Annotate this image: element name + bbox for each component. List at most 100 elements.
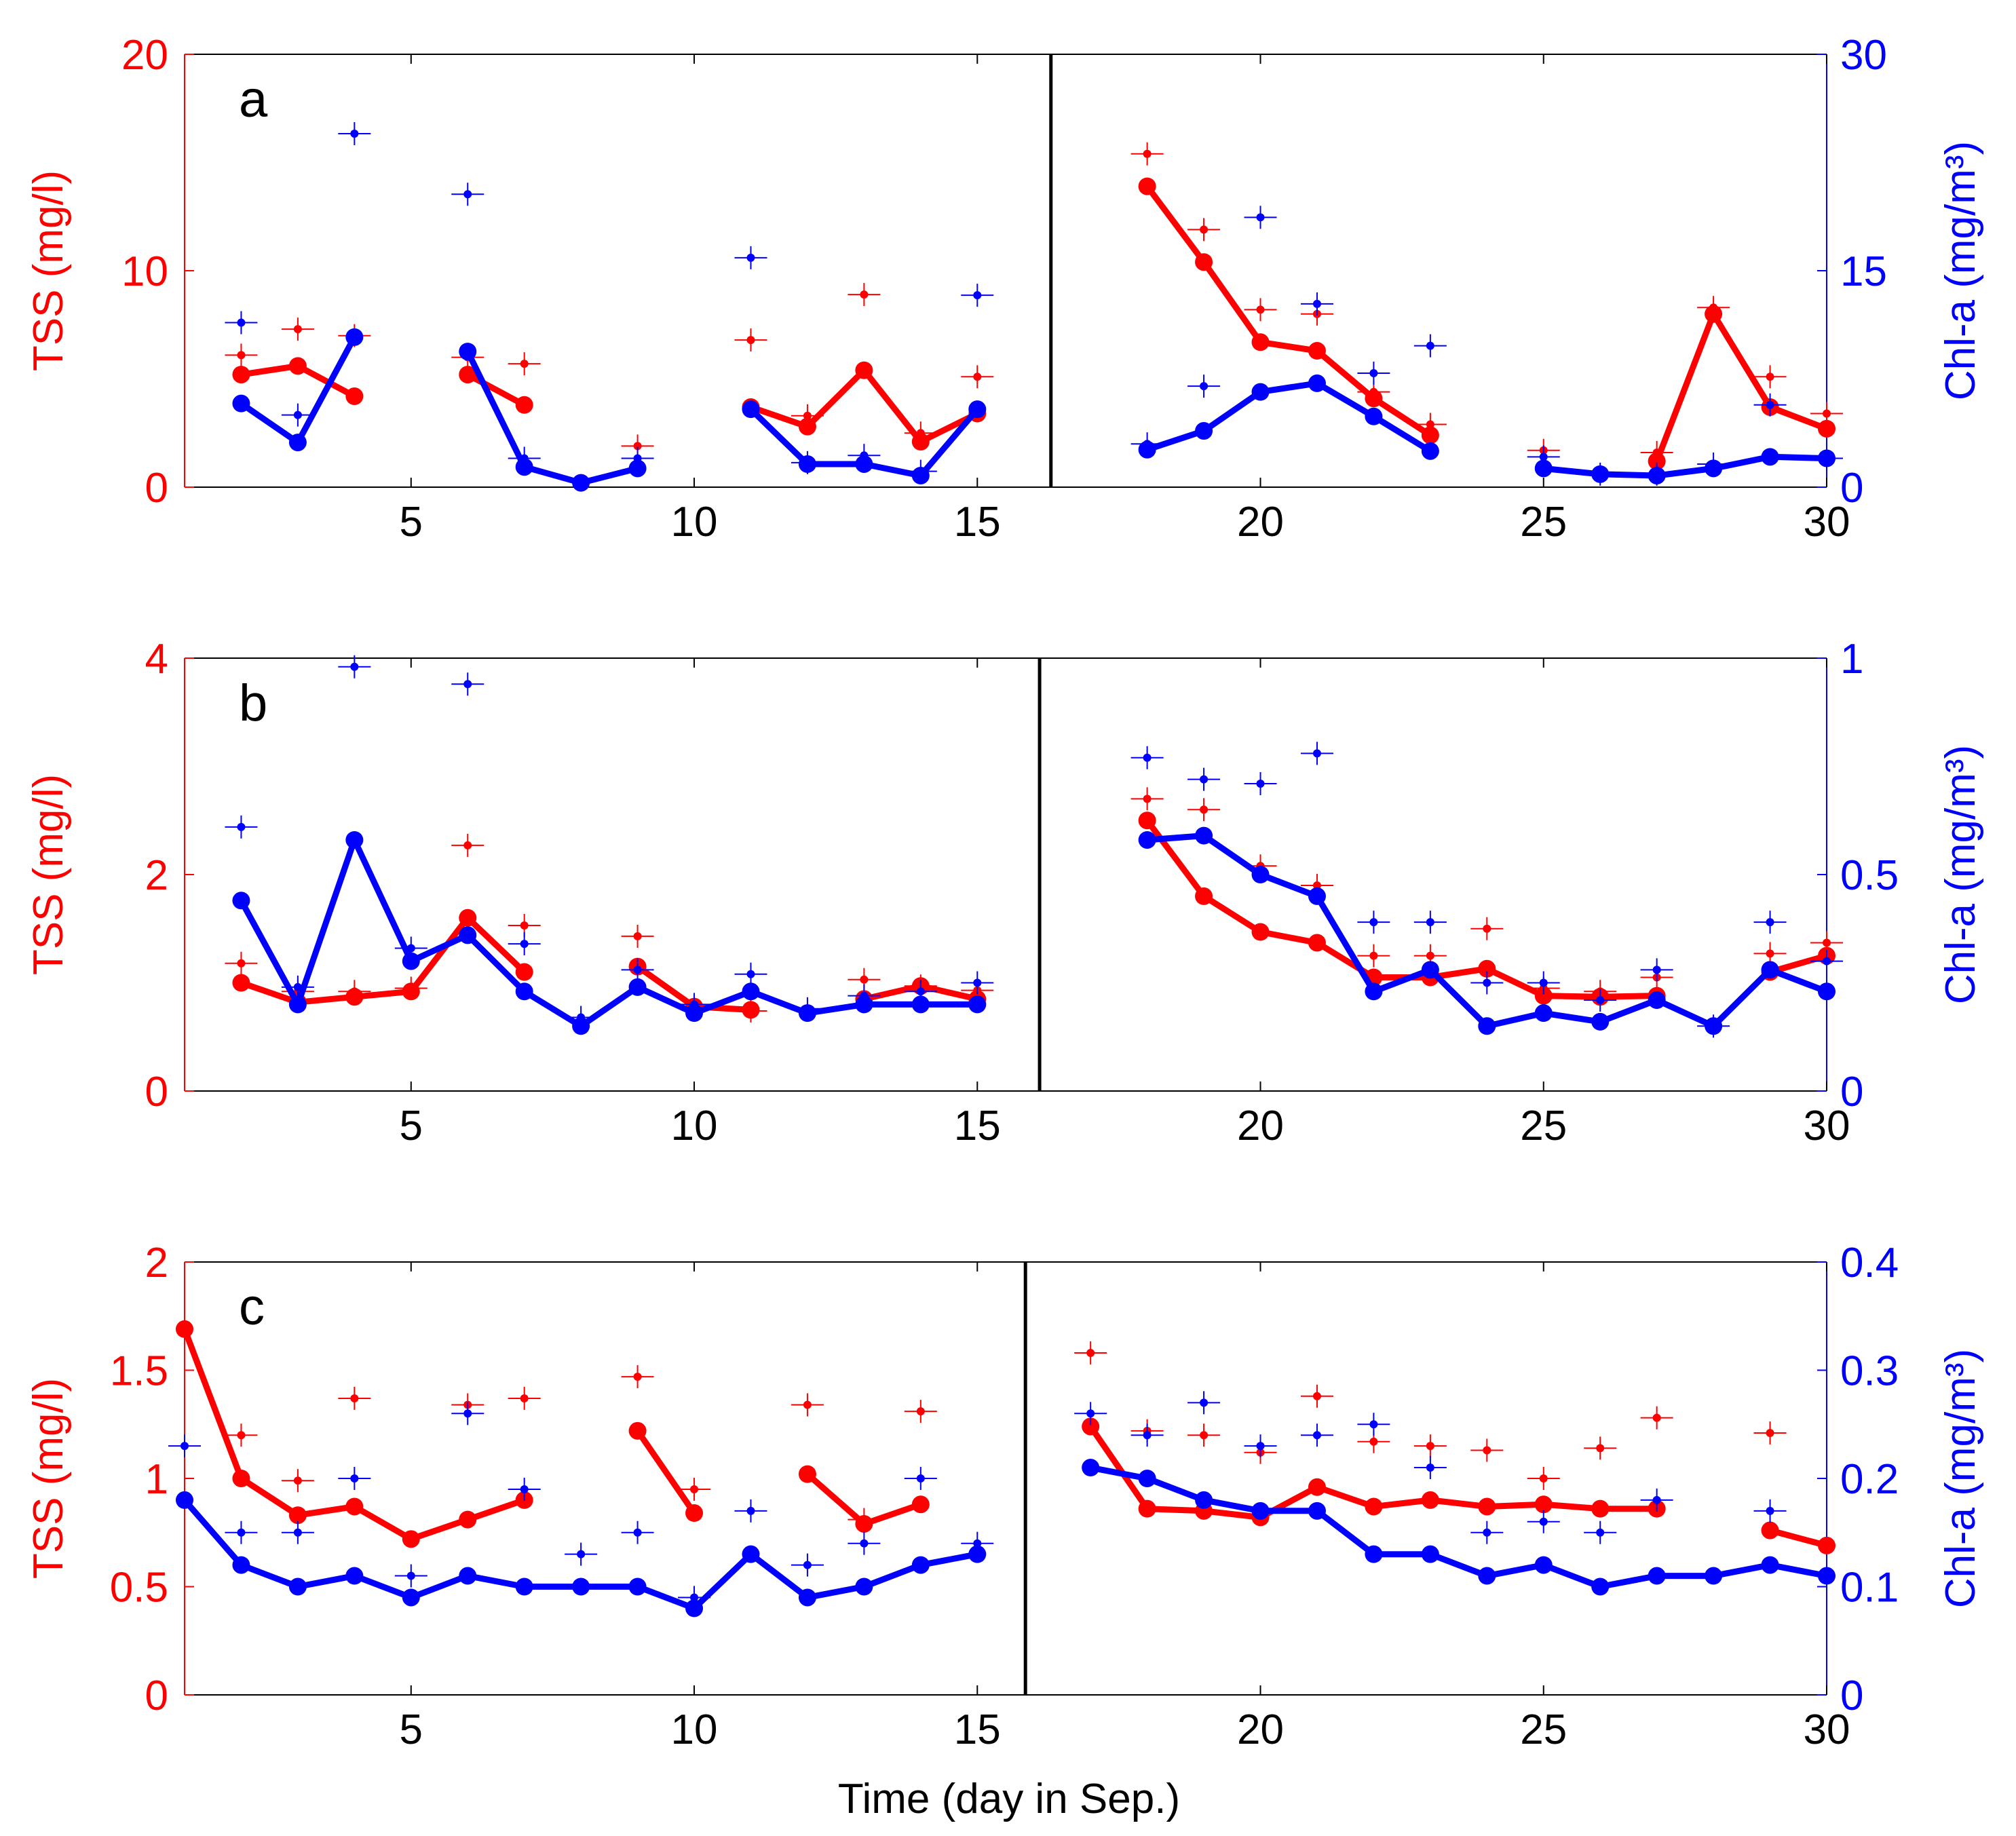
left-y-tick-label: 20 xyxy=(121,32,168,79)
chl-a-observed-marker xyxy=(1810,446,1843,470)
tss-model-point xyxy=(1421,1491,1439,1509)
tss-observed-marker xyxy=(1753,365,1787,389)
chl-a-observed-marker-dot xyxy=(803,1561,812,1569)
tss-model-point xyxy=(1082,1417,1100,1436)
chl-a-observed-marker xyxy=(168,1434,201,1458)
chl-a-model-point xyxy=(459,926,477,944)
chl-a-model-point xyxy=(459,1567,477,1585)
chl-a-observed-marker-dot xyxy=(1143,753,1152,762)
chl-a-observed-marker-dot xyxy=(1256,780,1265,788)
chl-a-observed-marker xyxy=(791,1553,824,1577)
tss-observed-marker-dot xyxy=(520,360,529,368)
chl-a-observed-marker-dot xyxy=(1539,453,1548,461)
tss-model-point xyxy=(628,1421,647,1440)
chl-a-observed-marker xyxy=(1300,742,1333,765)
chl-a-model-point xyxy=(1308,1502,1326,1520)
left-y-tick-label: 2 xyxy=(145,1240,168,1286)
right-y-tick-label: 0.3 xyxy=(1840,1348,1899,1395)
chl-a-observed-marker-dot xyxy=(1200,775,1209,784)
chl-a-model-point xyxy=(1534,1556,1553,1574)
left-y-tick-label: 2 xyxy=(145,852,168,899)
tss-observed-marker-dot xyxy=(1426,420,1434,429)
tss-observed-marker xyxy=(1130,142,1164,166)
tss-observed-marker xyxy=(621,924,654,948)
chl-a-observed-marker xyxy=(1187,767,1221,791)
x-tick-label: 20 xyxy=(1237,499,1284,546)
tss-model-point xyxy=(402,1530,420,1548)
chl-a-observed-marker xyxy=(565,1542,598,1566)
chl-a-model-point xyxy=(1421,1545,1439,1563)
chl-a-observed-marker xyxy=(1753,393,1787,417)
chl-a-observed-marker xyxy=(621,1521,654,1544)
chl-a-observed-marker-dot xyxy=(406,944,415,953)
chl-a-observed-marker-dot xyxy=(1426,918,1434,927)
tss-observed-marker-dot xyxy=(1596,1444,1605,1453)
tss-observed-marker-dot xyxy=(1823,409,1831,418)
chl-a-model-point xyxy=(345,328,364,346)
chl-a-observed-marker-dot xyxy=(237,822,246,831)
tss-model-point xyxy=(1251,923,1270,941)
tss-model-point xyxy=(798,1465,816,1483)
tss-model-point xyxy=(232,974,250,992)
chl-a-observed-marker-dot xyxy=(1369,368,1378,377)
chl-a-observed-marker-dot xyxy=(1200,1398,1209,1407)
chl-a-observed-marker xyxy=(1527,445,1560,469)
chl-a-observed-marker xyxy=(1300,292,1333,315)
tss-observed-marker-dot xyxy=(1426,1442,1434,1451)
tss-observed-marker-dot xyxy=(520,1394,529,1402)
tss-observed-marker-dot xyxy=(1312,1392,1321,1400)
tss-observed-marker-dot xyxy=(1652,1413,1661,1422)
tss-observed-marker xyxy=(1187,1423,1221,1447)
chl-a-model-point xyxy=(1251,383,1270,401)
chl-a-observed-marker-dot xyxy=(1312,299,1321,308)
chl-a-observed-marker xyxy=(1074,1402,1107,1426)
x-tick-label: 20 xyxy=(1237,1706,1284,1753)
tss-observed-marker xyxy=(1470,1438,1504,1462)
tss-observed-marker xyxy=(225,343,258,367)
tss-observed-marker-dot xyxy=(1256,305,1265,314)
tss-observed-marker-dot xyxy=(1766,372,1774,381)
chl-a-observed-marker-dot xyxy=(1539,1517,1548,1526)
tss-model-point xyxy=(345,1497,364,1516)
chl-a-model-line xyxy=(464,348,641,486)
tss-observed-marker xyxy=(1244,298,1277,322)
right-y-tick-label: 1 xyxy=(1840,636,1863,683)
chl-a-model-line xyxy=(1144,380,1434,455)
tss-observed-marker-dot xyxy=(237,1431,246,1440)
tss-model-point xyxy=(1761,1521,1779,1539)
chl-a-observed-marker xyxy=(791,997,824,1020)
tss-observed-marker-dot xyxy=(633,1373,642,1381)
chl-a-model-point xyxy=(742,1545,760,1563)
chl-a-observed-marker-dot xyxy=(1086,1409,1095,1418)
tss-observed-marker-dot xyxy=(746,336,755,345)
chl-a-observed-marker xyxy=(1244,772,1277,796)
chl-a-observed-marker xyxy=(1244,206,1277,229)
x-axis-label: Time (day in Sep.) xyxy=(838,1776,1180,1822)
chl-a-model-line xyxy=(1087,1464,1830,1590)
chl-a-model-point xyxy=(742,982,760,1001)
tss-observed-marker xyxy=(791,1393,824,1417)
panel-letter: a xyxy=(239,71,268,128)
tss-model-line xyxy=(464,371,528,408)
tss-model-point xyxy=(176,1320,193,1338)
tss-observed-marker xyxy=(338,980,371,1003)
tss-model-point xyxy=(1591,1499,1610,1518)
chl-a-observed-marker xyxy=(961,1531,994,1555)
tss-model-point xyxy=(1818,1536,1836,1554)
tss-observed-marker xyxy=(1640,440,1673,464)
tss-observed-marker-dot xyxy=(803,1400,812,1409)
tss-observed-marker xyxy=(904,1400,937,1423)
tss-model-line xyxy=(634,1428,698,1516)
chl-a-observed-marker xyxy=(451,183,484,206)
chl-a-observed-marker xyxy=(1130,432,1164,456)
tss-model-point xyxy=(1138,1499,1156,1518)
tss-model-point xyxy=(1138,177,1156,195)
right-axis-label: Chl-a (mg/m³) xyxy=(1937,141,1984,400)
chl-a-observed-marker-dot xyxy=(633,965,642,974)
right-y-tick-label: 0.5 xyxy=(1840,852,1899,899)
right-y-tick-label: 0 xyxy=(1840,1672,1863,1719)
tss-model-line xyxy=(1767,953,1830,975)
tss-observed-marker xyxy=(225,1423,258,1447)
